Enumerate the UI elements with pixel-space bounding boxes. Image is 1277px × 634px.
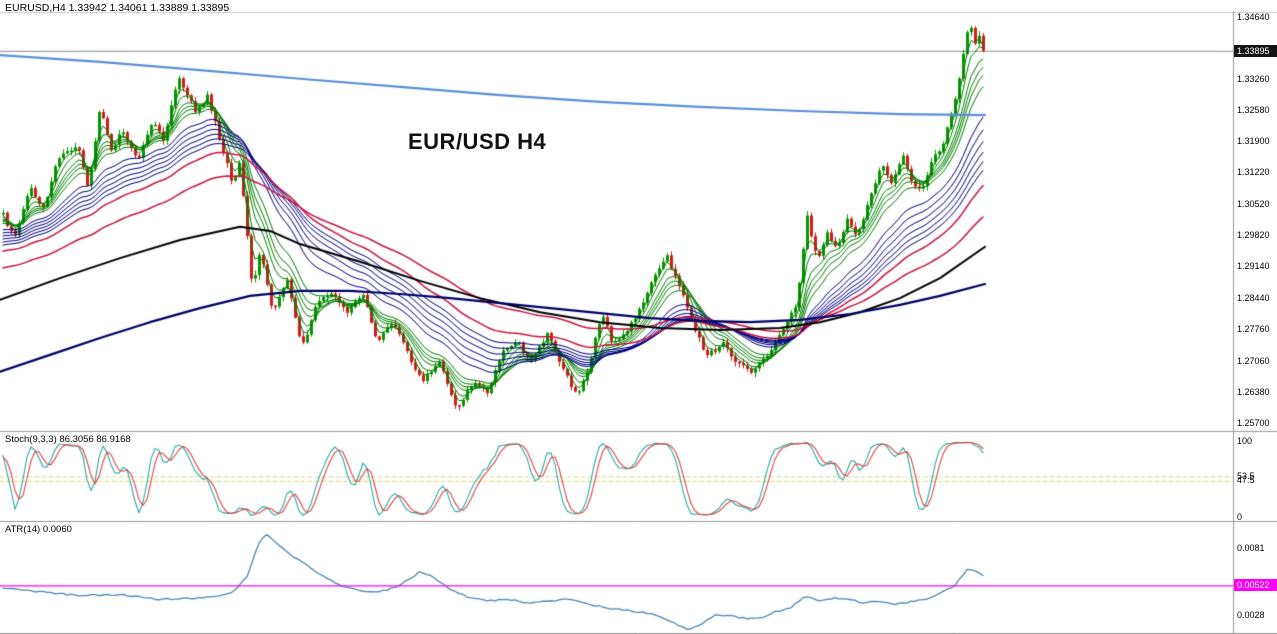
atr-level-badge: 0.00522 [1234,579,1277,592]
current-price-badge: 1.33895 [1234,44,1277,57]
stoch-indicator-label: Stoch(9,3,3) 86.3056 86.9168 [5,434,131,445]
chart-title-annotation: EUR/USD H4 [408,129,547,154]
atr-indicator-label: ATR(14) 0.0060 [5,524,72,535]
symbol-ohlc-label: EURUSD,H4 1.33942 1.34061 1.33889 1.3389… [5,2,230,14]
